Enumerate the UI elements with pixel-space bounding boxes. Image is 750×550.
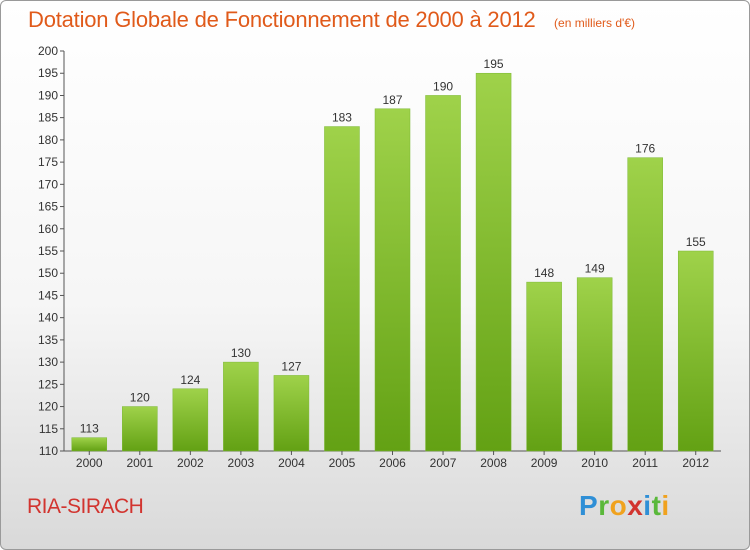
x-tick-label: 2006 [379,456,406,470]
bar [223,361,259,452]
y-tick-label: 115 [39,422,58,436]
x-tick-label: 2007 [430,456,457,470]
bar-value-label: 183 [332,111,352,125]
y-tick-label: 125 [38,377,58,391]
bar [71,437,108,452]
bar-value-label: 187 [382,93,402,107]
bar-value-label: 148 [534,266,554,280]
y-tick-label: 170 [38,177,58,191]
chart-subtitle: (en milliers d'€) [554,16,636,30]
x-tick-label: 2001 [126,456,153,470]
bar [122,406,158,452]
y-tick-label: 140 [38,311,58,325]
y-tick-label: 165 [38,200,58,214]
y-tick-label: 155 [38,244,58,258]
x-tick-label: 2012 [682,456,709,470]
bar [273,375,310,452]
bar-value-label: 195 [484,57,504,71]
bar [324,126,360,452]
bar-value-label: 127 [281,359,301,373]
x-tick-label: 2000 [76,456,103,470]
bar [425,95,461,452]
y-tick-label: 200 [38,44,58,58]
x-tick-label: 2008 [480,456,507,470]
bar-value-label: 120 [130,391,150,405]
y-tick-label: 185 [38,111,58,125]
bar-value-label: 130 [231,346,251,360]
x-tick-label: 2004 [278,456,305,470]
bar-value-label: 124 [180,373,200,387]
y-tick-label: 145 [38,288,58,302]
y-tick-label: 195 [38,66,58,80]
bar [374,108,411,452]
chart-title: Dotation Globale de Fonctionnement de 20… [28,7,536,32]
y-tick-label: 160 [38,222,58,236]
y-tick-label: 135 [38,333,58,347]
proxiti-logo: Proxiti [579,490,670,521]
bar [475,72,512,452]
x-tick-label: 2010 [581,456,608,470]
bar-value-label: 155 [686,235,706,249]
bar [627,157,663,452]
y-tick-label: 175 [38,155,58,169]
y-tick-label: 130 [38,355,58,369]
commune-name: RIA-SIRACH [27,495,144,518]
bar-value-label: 113 [80,422,99,436]
y-tick-label: 180 [38,133,58,147]
x-tick-label: 2002 [177,456,204,470]
bar-value-label: 176 [635,142,655,156]
bar-value-label: 190 [433,79,453,93]
x-tick-label: 2003 [228,456,255,470]
x-tick-label: 2005 [329,456,356,470]
y-tick-label: 190 [38,88,58,102]
title-row: Dotation Globale de Fonctionnement de 20… [28,7,635,33]
bar [172,388,209,452]
y-tick-label: 150 [38,266,58,280]
y-tick-label: 120 [38,400,58,414]
bar [677,250,714,452]
bar [576,277,613,452]
y-tick-label: 110 [39,444,58,458]
x-tick-label: 2011 [632,456,658,470]
bar [526,281,562,452]
x-tick-label: 2009 [531,456,558,470]
bar-value-label: 149 [585,262,605,276]
